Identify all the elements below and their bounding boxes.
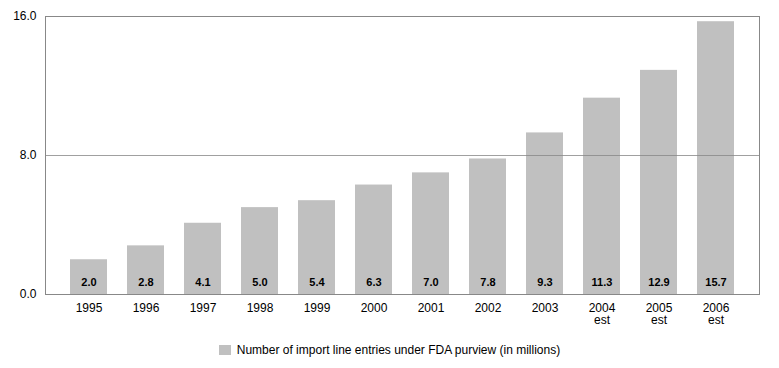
svg-text:1996: 1996	[133, 301, 160, 315]
svg-text:15.7: 15.7	[705, 276, 726, 288]
svg-text:16.0: 16.0	[13, 9, 37, 23]
svg-text:2004est: 2004est	[589, 301, 616, 327]
svg-text:7.0: 7.0	[423, 276, 438, 288]
svg-text:1997: 1997	[190, 301, 217, 315]
svg-text:2002: 2002	[475, 301, 502, 315]
svg-text:1998: 1998	[247, 301, 274, 315]
svg-text:12.9: 12.9	[648, 276, 669, 288]
svg-text:1995: 1995	[76, 301, 103, 315]
svg-text:2006est: 2006est	[703, 301, 730, 327]
svg-text:8.0: 8.0	[20, 148, 37, 162]
svg-text:9.3: 9.3	[537, 276, 552, 288]
svg-text:5.0: 5.0	[252, 276, 267, 288]
svg-text:2.8: 2.8	[138, 276, 153, 288]
svg-text:0.0: 0.0	[20, 287, 37, 301]
svg-text:5.4: 5.4	[309, 276, 325, 288]
svg-text:2001: 2001	[418, 301, 445, 315]
svg-text:11.3: 11.3	[592, 276, 613, 288]
svg-text:2005est: 2005est	[646, 301, 673, 327]
svg-text:2000: 2000	[361, 301, 388, 315]
svg-text:2003: 2003	[532, 301, 559, 315]
svg-text:4.1: 4.1	[195, 276, 210, 288]
svg-text:6.3: 6.3	[366, 276, 381, 288]
svg-text:1999: 1999	[304, 301, 331, 315]
html-text:Number of import line entries: Number of import line entries under FDA …	[236, 343, 561, 357]
svg-text:2.0: 2.0	[81, 276, 96, 288]
svg-text:7.8: 7.8	[480, 276, 495, 288]
